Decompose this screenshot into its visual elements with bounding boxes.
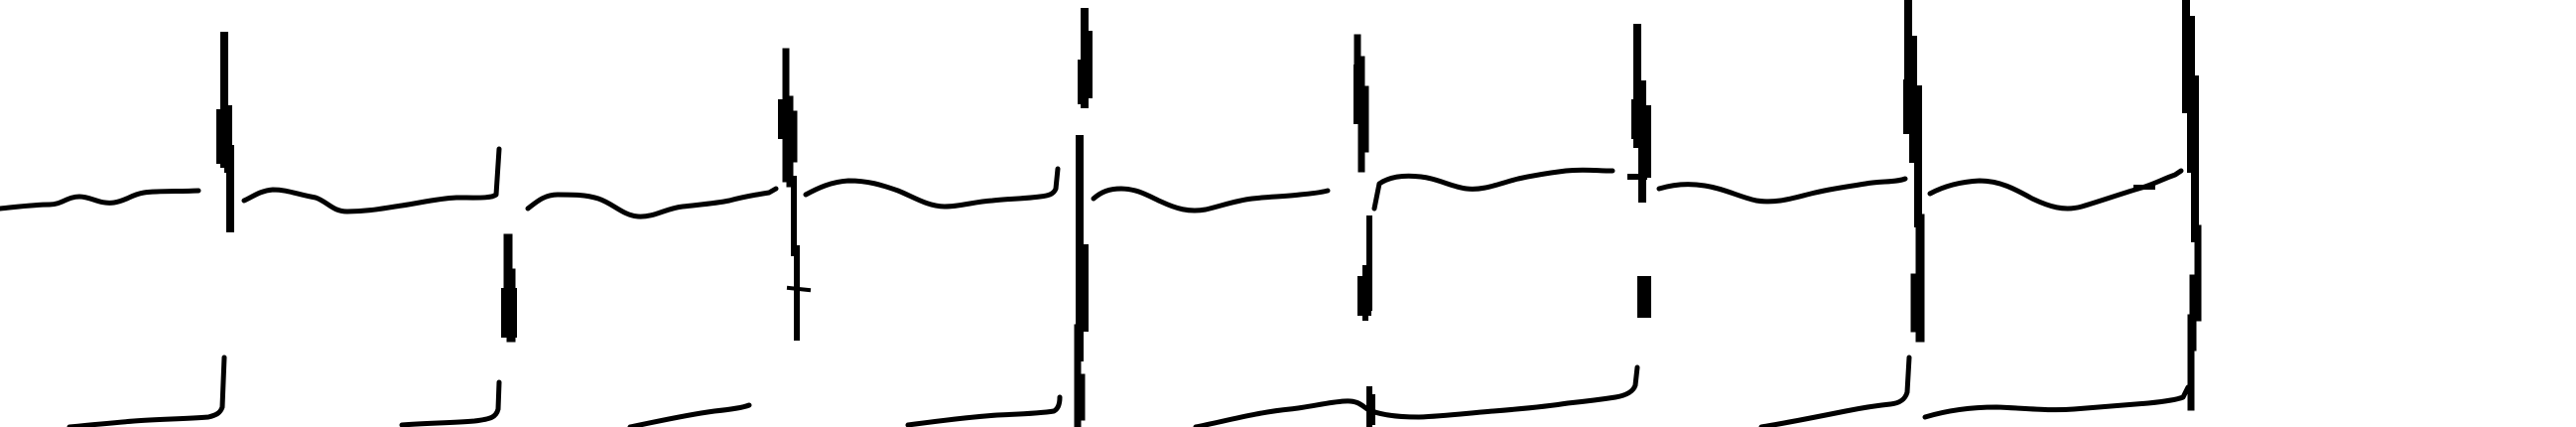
bottom-baseline-segment bbox=[1193, 364, 1640, 427]
bottom-baseline-segment bbox=[1758, 355, 1912, 427]
bottom-baseline-segment bbox=[1922, 384, 2191, 420]
bottom-baseline-segment bbox=[627, 402, 752, 427]
bottom-baseline-segment bbox=[399, 379, 502, 427]
bottom-qrs-spike bbox=[1074, 324, 1086, 427]
middle-ink-blob bbox=[1357, 276, 1371, 316]
middle-qrs-deflection bbox=[1910, 214, 1925, 343]
scan-artifacts bbox=[216, 60, 2192, 190]
top-baseline-segment bbox=[1656, 176, 1908, 205]
bottom-strip bbox=[66, 314, 2195, 427]
middle-ink-blob bbox=[501, 288, 517, 338]
ink-fragment bbox=[778, 99, 787, 139]
bottom-baseline-segment bbox=[66, 355, 227, 427]
ink-fragment bbox=[1627, 174, 1647, 180]
middle-strip bbox=[501, 176, 2202, 361]
bottom-qrs-spike bbox=[1366, 386, 1375, 427]
ink-fragment bbox=[2133, 185, 2155, 190]
top-baseline-segment bbox=[803, 166, 1061, 210]
ink-fragment bbox=[1631, 99, 1640, 139]
middle-qrs-deflection bbox=[791, 176, 800, 341]
top-baseline-segment bbox=[1091, 186, 1331, 214]
top-baseline-segment bbox=[525, 186, 779, 219]
top-baseline-segment bbox=[1371, 167, 1615, 212]
ink-fragment bbox=[1903, 79, 1913, 134]
ink-fragment bbox=[2183, 60, 2192, 104]
ink-fragment bbox=[216, 109, 230, 164]
top-baseline-segment bbox=[0, 188, 201, 212]
middle-ink-blob bbox=[1637, 276, 1651, 318]
middle-qrs-deflection bbox=[786, 285, 812, 293]
ink-fragment bbox=[1078, 60, 1088, 104]
top-baseline-segment bbox=[241, 146, 502, 214]
bottom-baseline-segment bbox=[905, 394, 1063, 427]
ink-fragment bbox=[1353, 65, 1361, 124]
